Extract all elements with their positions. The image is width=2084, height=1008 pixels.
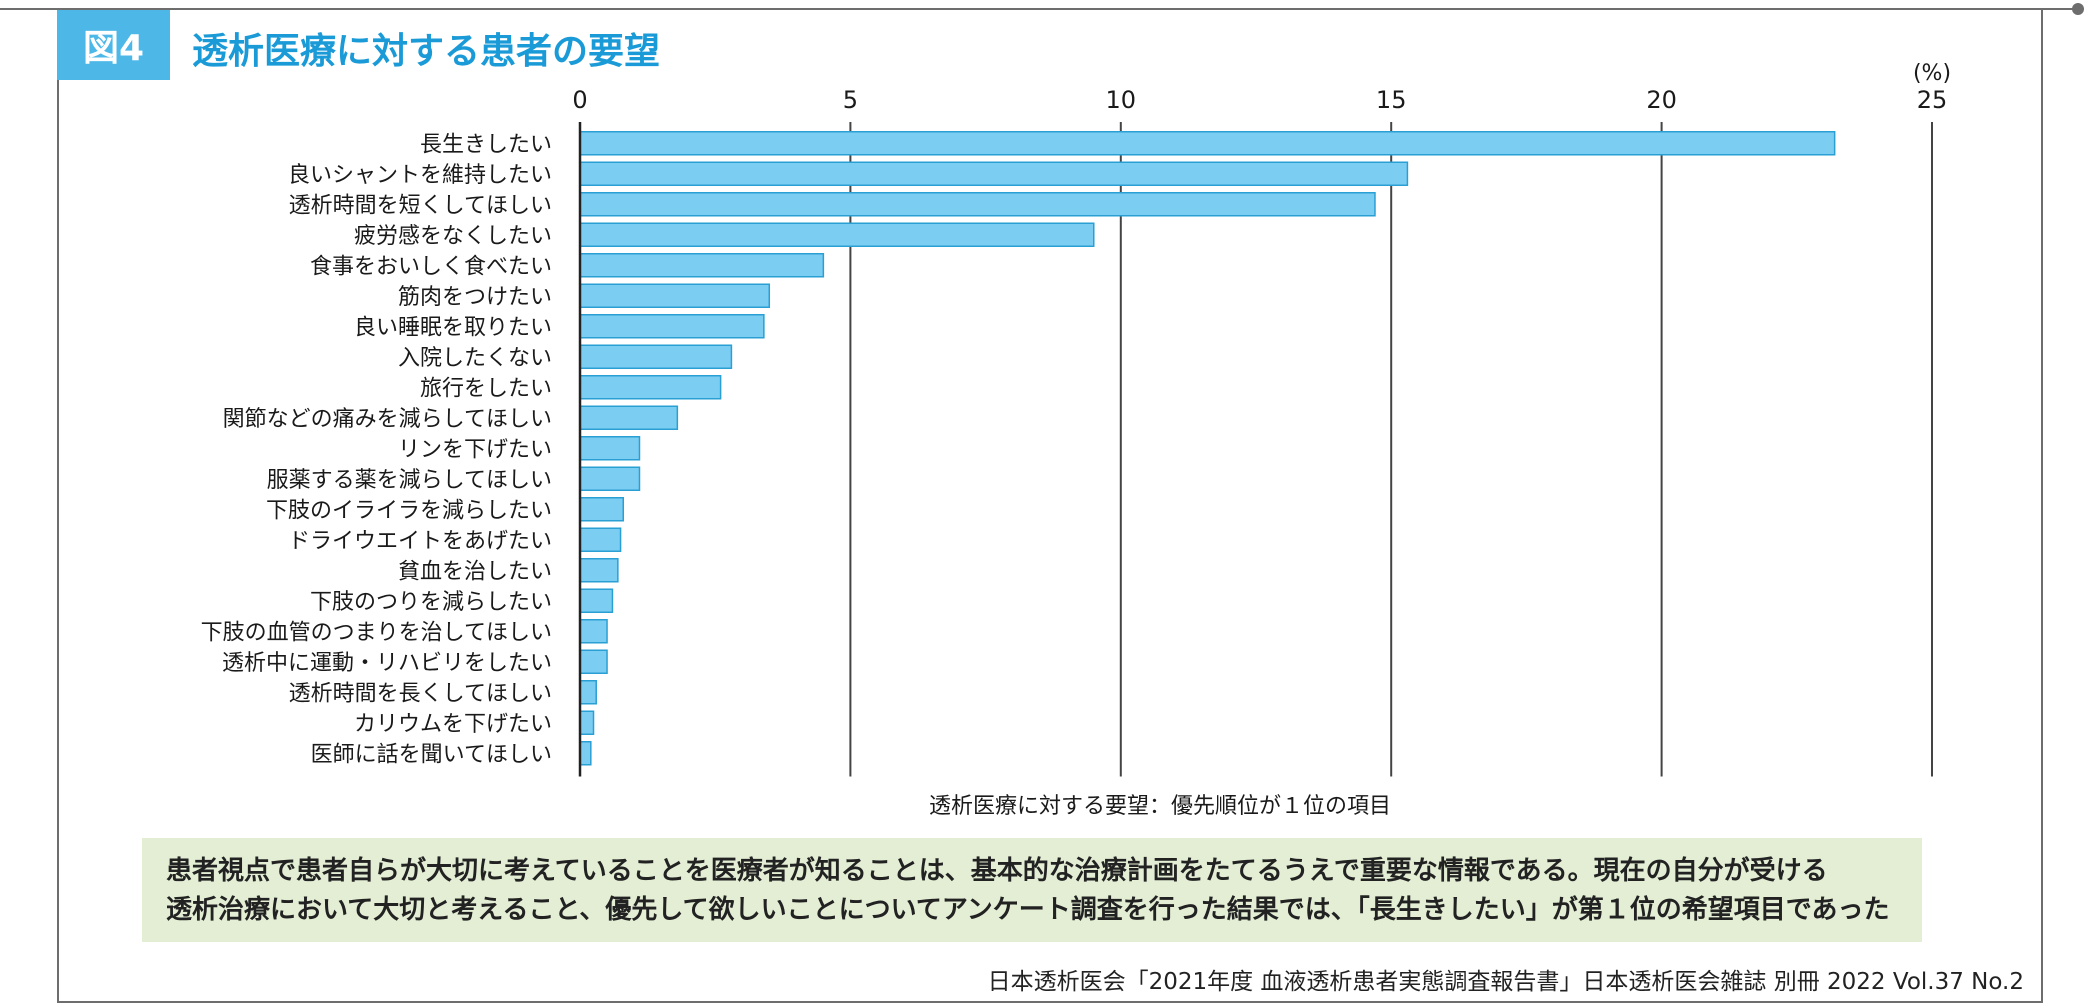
figure-badge: 図4 bbox=[57, 10, 170, 80]
figure-frame bbox=[57, 8, 2043, 1003]
x-tick-label: 25 bbox=[1917, 86, 1948, 114]
figure-title: 透析医療に対する患者の要望 bbox=[192, 31, 661, 72]
bar bbox=[579, 253, 825, 278]
bar bbox=[579, 710, 595, 735]
bar bbox=[579, 161, 1409, 186]
bar bbox=[579, 344, 733, 369]
y-category-label: カリウムを下げたい bbox=[354, 712, 552, 737]
x-tick-label: 10 bbox=[1106, 86, 1137, 114]
top-rule bbox=[0, 8, 2074, 10]
summary-note: 患者視点で患者自らが大切に考えていることを医療者が知ることは、基本的な治療計画を… bbox=[142, 838, 1922, 942]
x-tick-label: 15 bbox=[1376, 86, 1407, 114]
bar bbox=[579, 741, 592, 766]
summary-line-1: 患者視点で患者自らが大切に考えていることを医療者が知ることは、基本的な治療計画を… bbox=[166, 856, 1828, 886]
y-category-label: 医師に話を聞いてほしい bbox=[311, 742, 552, 767]
bar bbox=[579, 588, 614, 613]
bar bbox=[579, 497, 625, 522]
y-category-label: 透析時間を長くしてほしい bbox=[289, 681, 552, 706]
x-tick-label: 20 bbox=[1646, 86, 1677, 114]
bar bbox=[579, 527, 622, 552]
y-category-label: 食事をおいしく食べたい bbox=[310, 254, 552, 279]
bar bbox=[579, 558, 619, 583]
bar bbox=[579, 283, 771, 308]
x-tick-label: 0 bbox=[572, 86, 587, 114]
bar bbox=[579, 649, 608, 674]
y-category-label: 入院したくない bbox=[398, 346, 552, 371]
y-category-label: 疲労感をなくしたい bbox=[354, 224, 552, 249]
y-category-label: 下肢の血管のつまりを治してほしい bbox=[201, 620, 552, 645]
y-category-label: 長生きしたい bbox=[420, 132, 552, 157]
y-category-label: 旅行をしたい bbox=[420, 376, 552, 401]
bar bbox=[579, 192, 1376, 217]
bar bbox=[579, 314, 765, 339]
bar bbox=[579, 680, 597, 705]
y-category-label: 良い睡眠を取りたい bbox=[354, 315, 552, 340]
y-category-label: 貧血を治したい bbox=[398, 559, 552, 584]
x-unit-label: (%) bbox=[1913, 61, 1951, 86]
bar bbox=[579, 436, 641, 461]
bar bbox=[579, 619, 608, 644]
x-tick-label: 5 bbox=[843, 86, 858, 114]
y-category-label: ドライウエイトをあげたい bbox=[288, 529, 552, 554]
bar bbox=[579, 466, 641, 491]
source-citation: 日本透析医会「2021年度 血液透析患者実態調査報告書」日本透析医会雑誌 別冊 … bbox=[987, 969, 2024, 995]
y-category-label: 下肢のつりを減らしたい bbox=[310, 590, 552, 615]
bar bbox=[579, 222, 1095, 247]
corner-dot bbox=[2072, 3, 2084, 15]
y-category-label: 筋肉をつけたい bbox=[398, 285, 552, 310]
y-category-label: リンを下げたい bbox=[398, 437, 552, 462]
y-category-label: 関節などの痛みを減らしてほしい bbox=[223, 407, 552, 432]
x-axis-label: 透析医療に対する要望：優先順位が１位の項目 bbox=[928, 794, 1391, 819]
summary-line-2: 透析治療において大切と考えること、優先して欲しいことについてアンケート調査を行っ… bbox=[166, 895, 1890, 925]
y-category-label: 良いシャントを維持したい bbox=[288, 163, 552, 188]
bar bbox=[579, 375, 722, 400]
y-category-label: 透析時間を短くしてほしい bbox=[289, 193, 552, 218]
bar bbox=[579, 405, 679, 430]
y-category-label: 下肢のイライラを減らしたい bbox=[266, 498, 552, 523]
y-category-label: 透析中に運動・リハビリをしたい bbox=[222, 651, 552, 676]
y-category-label: 服薬する薬を減らしてほしい bbox=[267, 468, 552, 493]
bar bbox=[579, 131, 1836, 156]
